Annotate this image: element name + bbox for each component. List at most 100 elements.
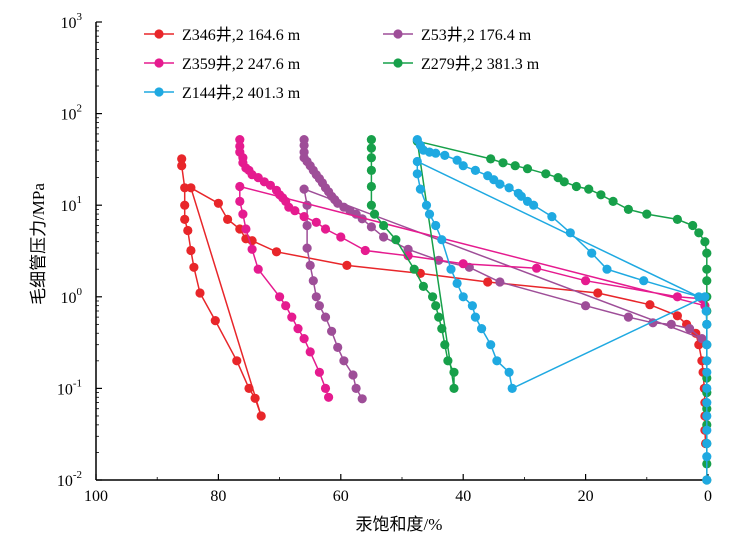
data-point <box>348 370 358 380</box>
data-point <box>265 180 275 190</box>
data-point <box>446 264 456 274</box>
data-point <box>253 264 263 274</box>
data-point <box>642 209 652 219</box>
data-point <box>302 243 312 253</box>
data-point <box>702 425 712 435</box>
legend-item: Z279井,2 381.3 m <box>383 55 540 73</box>
data-point <box>431 220 441 231</box>
series-line <box>180 158 707 444</box>
x-tick-label: 60 <box>333 488 349 505</box>
data-point <box>366 143 376 153</box>
data-point <box>238 209 248 219</box>
data-point <box>486 154 496 164</box>
data-point <box>418 281 428 291</box>
data-point <box>366 200 376 210</box>
data-point <box>440 150 450 160</box>
data-point <box>379 220 389 231</box>
data-point <box>470 165 480 175</box>
data-point <box>559 177 569 187</box>
data-point <box>452 278 462 288</box>
data-point <box>639 276 649 286</box>
legend-label: Z53井,2 176.4 m <box>421 26 532 44</box>
data-point <box>357 214 367 224</box>
series-group <box>412 135 712 485</box>
data-point <box>183 225 193 236</box>
data-point <box>421 200 432 210</box>
data-point <box>685 324 695 334</box>
data-point <box>281 301 291 311</box>
data-point <box>702 398 712 408</box>
y-tick-label: 101 <box>61 194 83 215</box>
data-point <box>235 196 245 206</box>
data-point <box>366 153 376 163</box>
data-point <box>223 214 233 224</box>
data-point <box>702 356 712 366</box>
y-tick-base: 10 <box>61 107 77 124</box>
data-point <box>314 301 324 311</box>
data-point <box>483 277 493 287</box>
data-point <box>339 356 349 366</box>
legend-marker <box>393 58 403 68</box>
data-point <box>532 263 542 273</box>
data-point <box>324 392 334 402</box>
data-point <box>247 244 257 254</box>
x-tick-label: 0 <box>704 488 712 505</box>
data-point <box>336 232 346 242</box>
data-point <box>299 334 309 344</box>
data-point <box>391 235 401 245</box>
data-point <box>333 342 343 352</box>
y-tick-exponent: 1 <box>77 194 83 206</box>
data-point <box>415 184 425 194</box>
data-point <box>424 209 435 219</box>
data-point <box>342 260 352 270</box>
data-point <box>702 367 712 377</box>
data-point <box>177 161 187 171</box>
data-point <box>440 340 450 350</box>
data-point <box>702 438 712 449</box>
data-point <box>180 200 190 210</box>
data-point <box>593 288 603 298</box>
data-point <box>495 179 505 189</box>
data-point <box>702 452 712 462</box>
series-group <box>299 135 707 404</box>
y-axis-title: 毛细管压力/MPa <box>29 183 48 305</box>
data-point <box>702 319 712 329</box>
data-point <box>645 300 655 310</box>
legend-item: Z359井,2 247.6 m <box>144 55 301 73</box>
data-point <box>449 367 459 377</box>
data-point <box>320 312 331 322</box>
data-point <box>702 276 712 286</box>
data-point <box>271 247 282 257</box>
y-tick-exponent: -2 <box>73 469 82 481</box>
y-tick-base: 10 <box>57 381 73 398</box>
data-point <box>379 232 389 242</box>
data-point <box>697 334 707 344</box>
data-point <box>700 237 710 247</box>
data-point <box>516 191 526 201</box>
data-point <box>311 217 321 227</box>
legend-item: Z144井,2 401.3 m <box>144 84 301 102</box>
data-point <box>547 212 557 222</box>
data-point <box>602 264 612 274</box>
data-point <box>369 209 380 219</box>
data-point <box>587 248 597 258</box>
x-tick-label: 100 <box>84 488 108 505</box>
data-point <box>305 260 315 270</box>
legend-label: Z279井,2 381.3 m <box>421 55 540 73</box>
legend-marker <box>154 58 164 68</box>
data-point <box>186 183 196 193</box>
data-point <box>299 140 309 150</box>
data-point <box>186 245 196 256</box>
data-point <box>311 292 321 302</box>
legend-item: Z53井,2 176.4 m <box>383 26 532 44</box>
data-point <box>351 383 361 393</box>
legend-label: Z346井,2 164.6 m <box>182 26 301 44</box>
legend-label: Z144井,2 401.3 m <box>182 84 301 102</box>
data-point <box>672 214 683 224</box>
y-tick-base: 10 <box>61 290 77 307</box>
data-point <box>241 224 251 234</box>
data-point <box>571 181 582 192</box>
y-tick-exponent: 3 <box>77 11 83 23</box>
data-point <box>688 220 698 231</box>
